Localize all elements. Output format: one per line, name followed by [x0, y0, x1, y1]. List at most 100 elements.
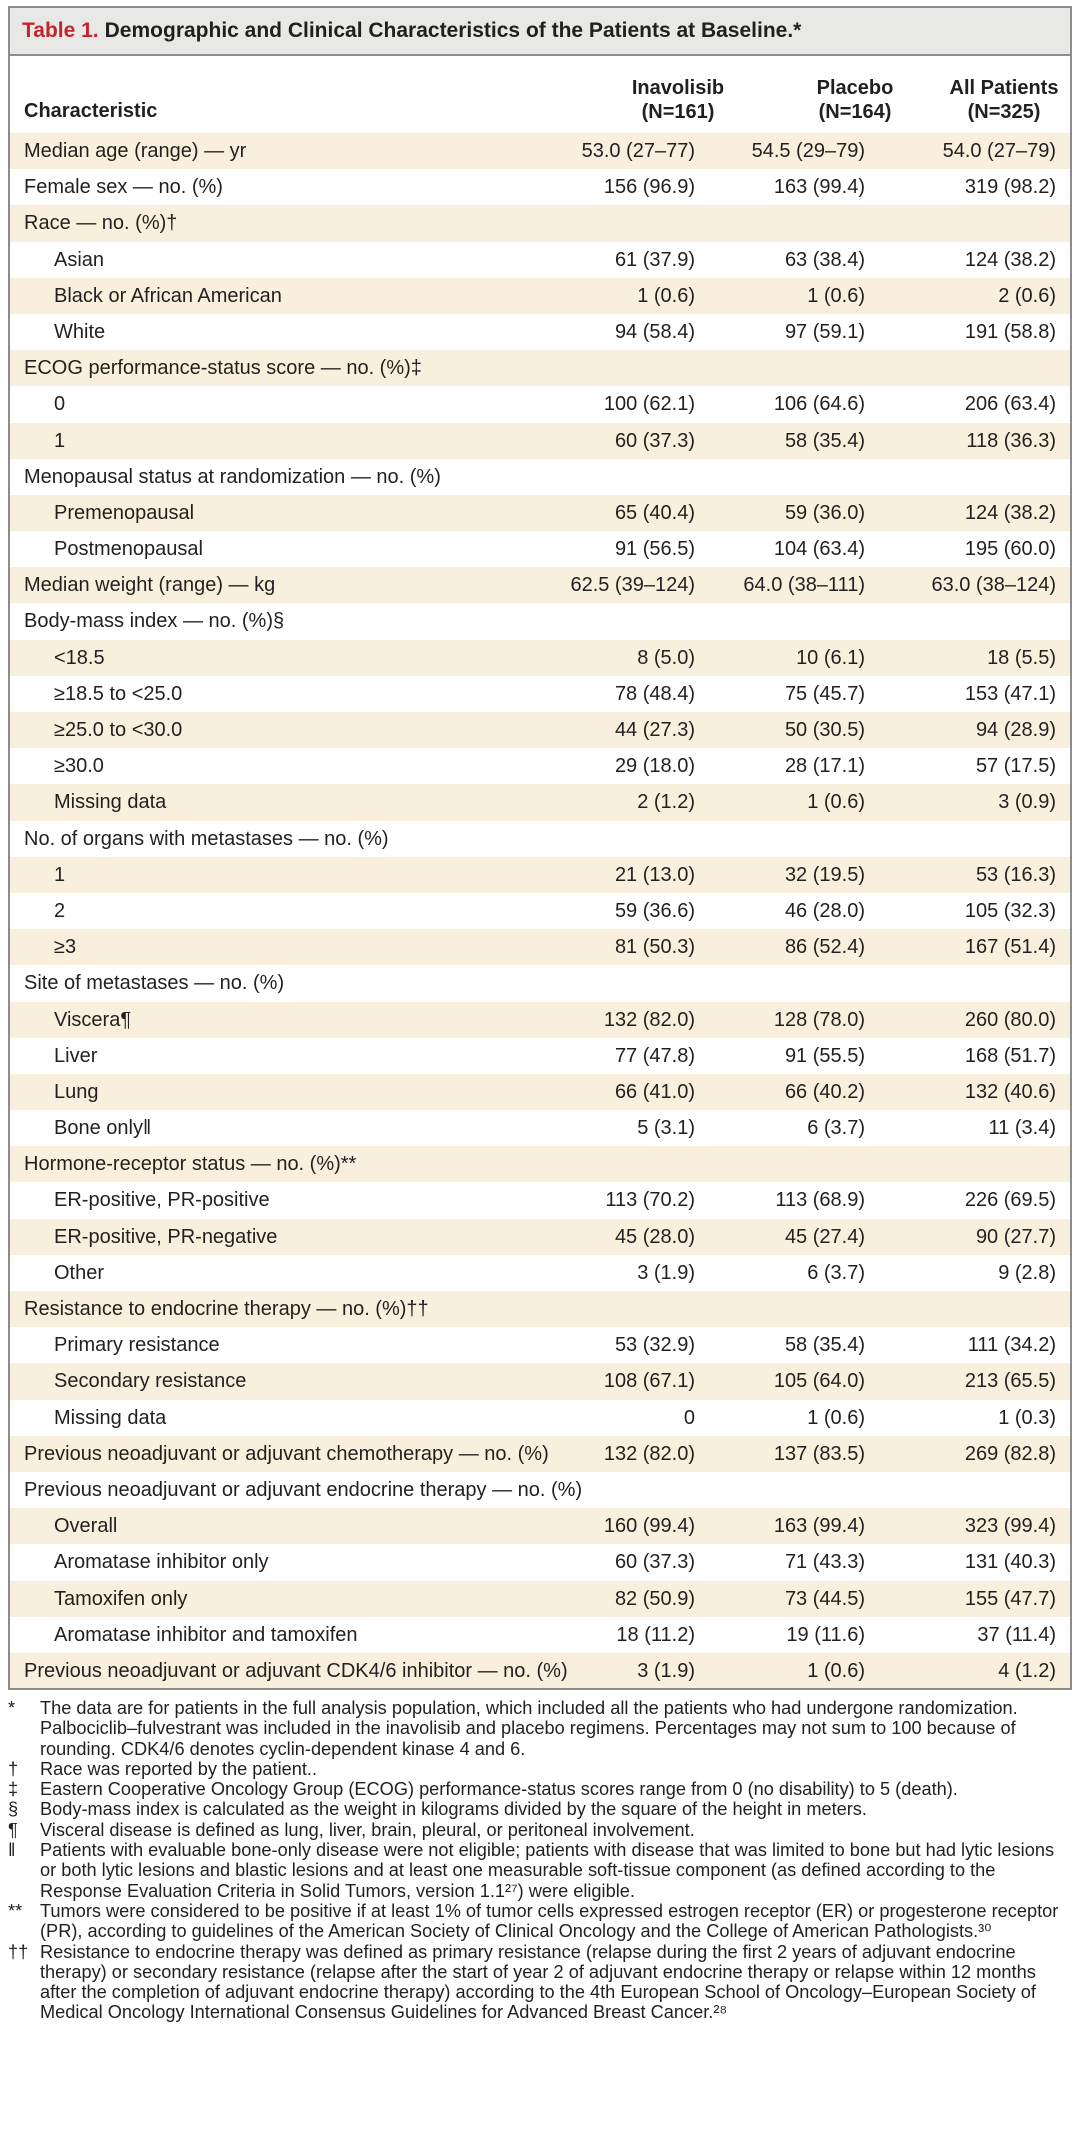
table-row: Other 3 (1.9) 6 (3.7) 9 (2.8)	[10, 1255, 1070, 1291]
cell-placebo: 54.5 (29–79)	[751, 140, 865, 162]
cell-all-patients: 155 (47.7)	[964, 1587, 1056, 1610]
table-row: 1 21 (13.0) 32 (19.5) 53 (16.3)	[10, 856, 1070, 893]
footnote-symbol: §	[8, 1799, 19, 1820]
footnote: †† Resistance to endocrine therapy was de…	[0, 1942, 1080, 2023]
table-row: 2 59 (36.6) 46 (28.0) 105 (32.3)	[10, 893, 1070, 929]
header-all-patients-n: (N=325)	[967, 101, 1041, 123]
table-row: Previous neoadjuvant or adjuvant CDK4/6 …	[10, 1652, 1070, 1688]
cell-all-patients: 18 (5.5)	[987, 646, 1056, 669]
cell-placebo: 75 (45.7)	[784, 682, 865, 705]
table-row: Aromatase inhibitor only 60 (37.3) 71 (43.…	[10, 1544, 1070, 1580]
footnote-symbol: ††	[8, 1941, 29, 1962]
table-row: Aromatase inhibitor and tamoxifen 18 (11.…	[10, 1617, 1070, 1653]
row-label: Other	[54, 1261, 105, 1284]
table-row: Body-mass index — no. (%)§	[10, 603, 1070, 639]
table-row: Asian 61 (37.9) 63 (38.4) 124 (38.2)	[10, 242, 1070, 278]
row-label: 1	[54, 429, 66, 452]
table-row: Missing data 2 (1.2) 1 (0.6) 3 (0.9)	[10, 784, 1070, 821]
footnote-text: Eastern Cooperative Oncology Group (ECOG…	[40, 1779, 958, 1800]
row-label: Primary resistance	[54, 1334, 220, 1357]
footnote-text: The data are for patients in the full an…	[40, 1698, 1018, 1759]
cell-all-patients: 124 (38.2)	[964, 248, 1056, 271]
cell-all-patients: 206 (63.4)	[964, 393, 1056, 416]
row-label: 0	[54, 393, 66, 416]
table-row: ≥18.5 to <25.0 78 (48.4) 75 (45.7) 153 (47.…	[10, 676, 1070, 712]
cell-inavolisib: 160 (99.4)	[603, 1515, 695, 1538]
row-label: Liver	[54, 1044, 98, 1067]
cell-all-patients: 191 (58.8)	[964, 320, 1056, 343]
cell-inavolisib: 94 (58.4)	[614, 320, 695, 343]
cell-placebo: 58 (35.4)	[784, 429, 865, 452]
cell-inavolisib: 53.0 (27–77)	[581, 140, 695, 162]
header-inavolisib-n: (N=161)	[641, 101, 715, 123]
row-label: Body-mass index — no. (%)§	[24, 610, 285, 633]
table-row: Previous neoadjuvant or adjuvant chemoth…	[10, 1435, 1070, 1472]
cell-placebo: 50 (30.5)	[784, 719, 865, 741]
row-label: Lung	[54, 1080, 99, 1103]
cell-inavolisib: 61 (37.9)	[614, 248, 695, 271]
footnote-symbol: ¶	[8, 1819, 18, 1840]
row-label: Female sex — no. (%)	[24, 176, 223, 199]
cell-placebo: 91 (55.5)	[784, 1044, 865, 1067]
table-row: <18.5 8 (5.0) 10 (6.1) 18 (5.5)	[10, 639, 1070, 676]
cell-placebo: 6 (3.7)	[807, 1117, 865, 1140]
table-row: Bone only‖ 5 (3.1) 6 (3.7) 11 (3.4)	[10, 1110, 1070, 1146]
cell-inavolisib: 132 (82.0)	[603, 1008, 695, 1031]
cell-all-patients: 260 (80.0)	[964, 1008, 1056, 1031]
row-label: Race — no. (%)†	[24, 212, 178, 235]
cell-placebo: 64.0 (38–111)	[743, 574, 865, 597]
row-label: ECOG performance-status score — no. (%)‡	[24, 357, 422, 380]
table-number: Table 1.	[22, 19, 99, 42]
cell-placebo: 63 (38.4)	[784, 248, 865, 271]
table-row: Female sex — no. (%) 156 (96.9) 163 (99.4)…	[10, 169, 1070, 205]
row-label: Secondary resistance	[54, 1370, 247, 1393]
cell-placebo: 28 (17.1)	[784, 755, 865, 778]
cell-all-patients: 9 (2.8)	[998, 1261, 1056, 1284]
table-row: ≥25.0 to <30.0 44 (27.3) 50 (30.5) 94 (28.9…	[10, 712, 1070, 749]
cell-placebo: 6 (3.7)	[807, 1261, 865, 1284]
row-label: Previous neoadjuvant or adjuvant CDK4/6 …	[24, 1659, 568, 1682]
table-title: Table 1. Demographic and Clinical Charac…	[10, 8, 1070, 56]
cell-inavolisib: 65 (40.4)	[614, 501, 695, 524]
table-row: ≥3 81 (50.3) 86 (52.4) 167 (51.4)	[10, 929, 1070, 966]
footnote-text: Patients with evaluable bone-only diseas…	[40, 1840, 1055, 1901]
cell-inavolisib: 3 (1.9)	[637, 1659, 695, 1682]
row-label: Postmenopausal	[54, 538, 203, 561]
footnote: † Race was reported by the patient..	[0, 1759, 1080, 1779]
cell-all-patients: 323 (99.4)	[964, 1515, 1056, 1538]
cell-inavolisib: 82 (50.9)	[614, 1587, 695, 1610]
cell-placebo: 10 (6.1)	[796, 646, 865, 669]
cell-inavolisib: 156 (96.9)	[603, 176, 695, 199]
row-label: Premenopausal	[54, 501, 195, 524]
table-row: Primary resistance 53 (32.9) 58 (35.4) 111 …	[10, 1327, 1070, 1363]
cell-placebo: 1 (0.6)	[807, 791, 865, 814]
header-characteristic: Characteristic	[24, 100, 158, 122]
footnote: ‡ Eastern Cooperative Oncology Group (ECO…	[0, 1779, 1080, 1799]
table-body: Median age (range) — yr 53.0 (27–77) 54.5 …	[10, 133, 1070, 1688]
footnote: ** Tumors were considered to be positive …	[0, 1901, 1080, 1942]
table-row: Liver 77 (47.8) 91 (55.5) 168 (51.7)	[10, 1038, 1070, 1074]
cell-all-patients: 111 (34.2)	[967, 1334, 1056, 1357]
table-title-text: Demographic and Clinical Characteristics…	[104, 19, 802, 42]
cell-all-patients: 226 (69.5)	[964, 1189, 1056, 1212]
table-row: ER-positive, PR-positive 113 (70.2) 113 (6…	[10, 1182, 1070, 1218]
cell-inavolisib: 21 (13.0)	[614, 863, 695, 886]
footnote-text: Visceral disease is defined as lung, liv…	[40, 1819, 695, 1840]
cell-inavolisib: 78 (48.4)	[614, 682, 695, 705]
header-placebo: Placebo (N=164)	[775, 76, 935, 124]
cell-all-patients: 37 (11.4)	[977, 1623, 1056, 1646]
footnote: ¶ Visceral disease is defined as lung, li…	[0, 1820, 1080, 1840]
table-row: Median weight (range) — kg 62.5 (39–124) 6…	[10, 567, 1070, 604]
cell-inavolisib: 91 (56.5)	[614, 538, 695, 561]
cell-all-patients: 269 (82.8)	[964, 1442, 1056, 1465]
table-row: Previous neoadjuvant or adjuvant endocri…	[10, 1472, 1070, 1508]
table-row: Median age (range) — yr 53.0 (27–77) 54.5 …	[10, 133, 1070, 170]
cell-inavolisib: 45 (28.0)	[614, 1225, 695, 1248]
table-row: Overall 160 (99.4) 163 (99.4) 323 (99.4)	[10, 1508, 1070, 1545]
table-row: Site of metastases — no. (%)	[10, 965, 1070, 1001]
row-label: Menopausal status at randomization — no.…	[24, 465, 441, 488]
table-row: ECOG performance-status score — no. (%)‡	[10, 350, 1070, 387]
table-row: Secondary resistance 108 (67.1) 105 (64.0)…	[10, 1363, 1070, 1400]
cell-placebo: 163 (99.4)	[773, 176, 865, 199]
